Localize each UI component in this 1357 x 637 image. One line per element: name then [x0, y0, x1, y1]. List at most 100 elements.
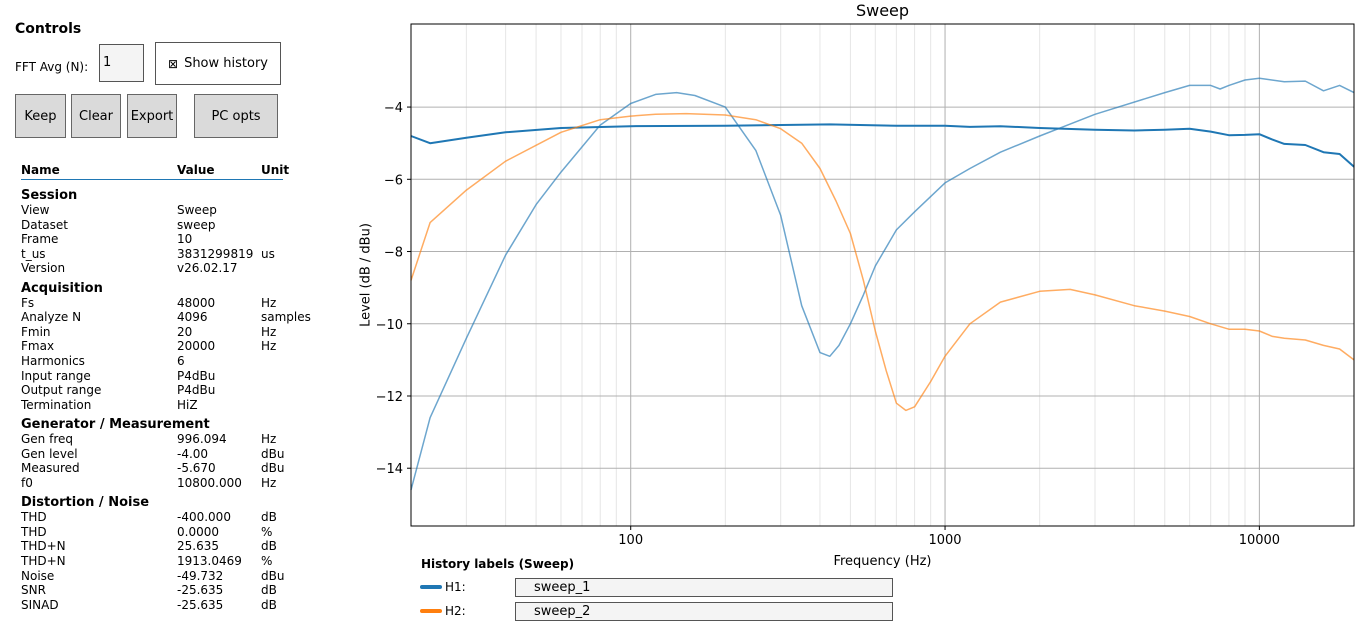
table-row: Output range P4dBu: [21, 383, 351, 398]
row-unit: dB: [261, 597, 277, 612]
y-tick-label: −14: [376, 462, 403, 477]
table-row: Version v26.02.17: [21, 261, 351, 276]
checkbox-checked-icon[interactable]: ⊠: [168, 56, 179, 71]
table-row: THD+N 25.635 dB: [21, 539, 351, 554]
clear-button[interactable]: Clear: [71, 94, 121, 138]
row-value: 10800.000: [177, 475, 242, 490]
row-value: Sweep: [177, 203, 217, 217]
row-value: v26.02.17: [177, 261, 238, 276]
table-row: Harmonics 6: [21, 354, 351, 369]
row-value: P4dBu: [177, 368, 216, 383]
table-row: Gen freq 996.094 Hz: [21, 432, 351, 447]
row-name: View: [21, 203, 50, 217]
plot-frame: [410, 23, 1355, 527]
table-row: Fmin 20 Hz: [21, 325, 351, 340]
row-unit: samples: [261, 310, 311, 325]
row-name: Fs: [21, 295, 35, 310]
controls-title: Controls: [15, 21, 82, 37]
export-button[interactable]: Export: [127, 94, 177, 138]
row-value: -400.000: [177, 510, 231, 525]
header-name: Name: [21, 163, 60, 177]
table-row: t_us 3831299819 us: [21, 247, 351, 262]
series-line-1: [410, 123, 1355, 168]
show-history-checkbox[interactable]: ⊠ Show history: [155, 42, 281, 85]
pc-opts-button[interactable]: PC opts: [194, 94, 278, 138]
row-value: -4.00: [177, 446, 209, 461]
table-row: Analyze N 4096 samples: [21, 310, 351, 325]
row-unit: Hz: [261, 475, 277, 490]
row-name: Input range: [21, 368, 91, 383]
row-unit: us: [261, 246, 275, 261]
row-value: 996.094: [177, 432, 227, 447]
history-h2-swatch: [420, 609, 442, 613]
row-name: Frame: [21, 232, 59, 247]
table-row: THD+N 1913.0469%: [21, 554, 351, 569]
history-h1-input[interactable]: sweep_1: [515, 578, 893, 597]
row-name: Fmin: [21, 324, 51, 339]
row-value: 6: [177, 353, 185, 368]
row-unit: Hz: [261, 339, 277, 354]
row-name: Measured: [21, 461, 80, 476]
row-unit: Hz: [261, 295, 277, 310]
row-name: f0: [21, 475, 33, 490]
row-value: 0.0000: [177, 524, 219, 539]
row-name: Harmonics: [21, 353, 85, 368]
table-row: Fs 48000 Hz: [21, 296, 351, 311]
keep-button[interactable]: Keep: [15, 94, 66, 138]
row-unit: dB: [261, 583, 277, 598]
table-row: Noise -49.732 dBu: [21, 569, 351, 584]
row-unit: dBu: [261, 446, 285, 461]
row-value: -25.635: [177, 597, 224, 612]
row-value: 3831299819: [177, 246, 254, 261]
row-name: t_us: [21, 246, 46, 261]
row-unit: dB: [261, 539, 277, 554]
row-unit: %: [261, 524, 273, 539]
table-row: SINAD -25.635 dB: [21, 598, 351, 613]
row-name: Gen level: [21, 446, 78, 461]
row-name: SINAD: [21, 597, 59, 612]
row-name: THD+N: [21, 539, 66, 554]
row-value: 1913.0469: [177, 554, 242, 568]
row-name: Output range: [21, 383, 102, 398]
row-name: THD: [21, 524, 47, 539]
row-value: 25.635: [177, 539, 219, 554]
table-row: Input range P4dBu: [21, 369, 351, 384]
row-name: SNR: [21, 583, 46, 598]
series-line-2: [410, 77, 1355, 491]
y-tick-label: −6: [384, 173, 403, 188]
row-name: Version: [21, 261, 66, 276]
history-h2-label: H2:: [445, 604, 466, 618]
y-tick-label: −4: [384, 101, 403, 116]
row-name: Fmax: [21, 339, 55, 354]
header-divider: [21, 179, 283, 180]
table-row: Gen level -4.00 dBu: [21, 447, 351, 462]
table-row: Frame 10: [21, 232, 351, 247]
fft-avg-input[interactable]: 1: [99, 44, 144, 82]
y-tick-label: −10: [376, 318, 403, 333]
row-value: P4dBu: [177, 383, 216, 398]
table-row: THD 0.0000%: [21, 525, 351, 540]
row-value: sweep: [177, 217, 216, 232]
history-labels-title: History labels (Sweep): [421, 557, 575, 571]
table-row: Measured -5.670 dBu: [21, 461, 351, 476]
row-value: 48000: [177, 295, 216, 310]
section-title: Session: [21, 188, 78, 203]
series-line-3: [410, 112, 1355, 412]
row-unit: Hz: [261, 324, 277, 339]
row-unit: dB: [261, 510, 277, 525]
y-tick-label: −12: [376, 390, 403, 405]
row-value: -25.635: [177, 583, 224, 598]
show-history-label: Show history: [184, 56, 268, 71]
row-value: 10: [177, 232, 193, 247]
row-value: 20000: [177, 339, 216, 354]
plot-title: Sweep: [855, 1, 910, 20]
section-title: Distortion / Noise: [21, 495, 150, 511]
row-name: THD+N: [21, 554, 66, 568]
row-unit: dBu: [261, 568, 285, 583]
history-h2-input[interactable]: sweep_2: [515, 602, 893, 621]
row-name: Noise: [21, 568, 55, 583]
row-name: Analyze N: [21, 310, 82, 325]
row-name: Termination: [21, 397, 92, 412]
table-row: Dataset sweep: [21, 218, 351, 233]
